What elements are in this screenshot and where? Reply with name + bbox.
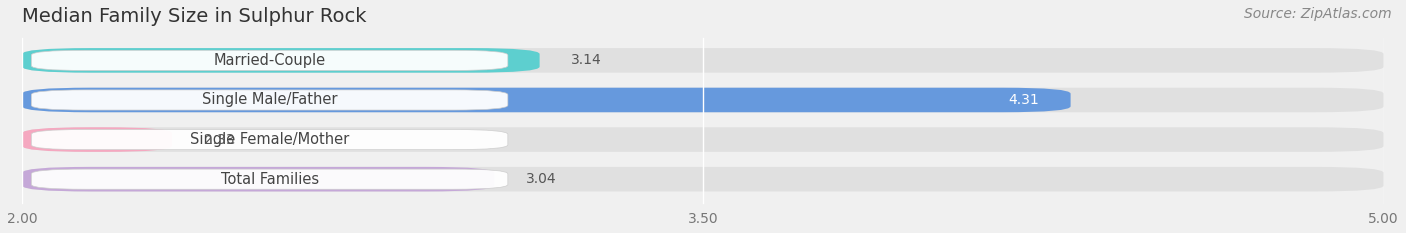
FancyBboxPatch shape <box>22 88 1384 112</box>
Text: Single Male/Father: Single Male/Father <box>202 93 337 107</box>
FancyBboxPatch shape <box>22 48 1384 73</box>
FancyBboxPatch shape <box>22 127 172 152</box>
FancyBboxPatch shape <box>22 88 1070 112</box>
Text: Single Female/Mother: Single Female/Mother <box>190 132 349 147</box>
FancyBboxPatch shape <box>31 90 508 110</box>
FancyBboxPatch shape <box>22 167 1384 192</box>
FancyBboxPatch shape <box>31 130 508 150</box>
FancyBboxPatch shape <box>22 167 495 192</box>
Text: 2.33: 2.33 <box>204 133 235 147</box>
Text: Source: ZipAtlas.com: Source: ZipAtlas.com <box>1244 7 1392 21</box>
FancyBboxPatch shape <box>22 48 540 73</box>
Text: 4.31: 4.31 <box>1008 93 1039 107</box>
Text: 3.04: 3.04 <box>526 172 557 186</box>
Text: 3.14: 3.14 <box>571 53 602 67</box>
Text: Married-Couple: Married-Couple <box>214 53 326 68</box>
FancyBboxPatch shape <box>22 127 1384 152</box>
FancyBboxPatch shape <box>31 169 508 189</box>
Text: Total Families: Total Families <box>221 172 319 187</box>
FancyBboxPatch shape <box>31 50 508 70</box>
Text: Median Family Size in Sulphur Rock: Median Family Size in Sulphur Rock <box>22 7 367 26</box>
